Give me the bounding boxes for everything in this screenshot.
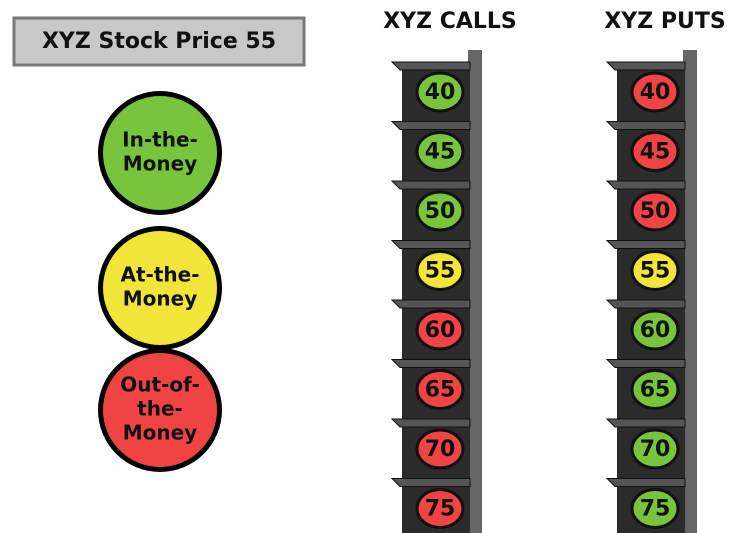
shelf [392,419,470,427]
shelf [607,241,685,249]
strike-label: 50 [425,199,456,224]
shelf [607,479,685,487]
strike-label: 40 [425,80,456,105]
shelf [392,241,470,249]
shelf [607,360,685,368]
strike-label: 55 [425,259,456,284]
shelf [392,122,470,130]
strike-label: 65 [425,378,456,403]
strike-label: 50 [640,199,671,224]
shelf [392,300,470,308]
strike-label: 55 [640,259,671,284]
shelf [607,62,685,70]
strike-label: 70 [640,437,671,462]
shelf [607,419,685,427]
strike-label: 45 [425,140,456,165]
header-title: XYZ Stock Price 55 [42,29,276,54]
legend-text: Money [123,421,197,445]
shelf [607,181,685,189]
legend-text: At-the- [120,263,199,287]
strike-label: 60 [425,318,456,343]
strike-label: 70 [425,437,456,462]
shelf [607,122,685,130]
shelf [392,360,470,368]
shelf [392,479,470,487]
strike-label: 40 [640,80,671,105]
column-title: XYZ CALLS [383,9,517,34]
strike-label: 45 [640,140,671,165]
shelf [392,181,470,189]
legend-text: In-the- [122,128,198,152]
strike-label: 75 [640,497,671,522]
diagram: XYZ Stock Price 55 In-the-MoneyAt-the-Mo… [0,0,742,533]
shelf [392,62,470,70]
canvas: XYZ Stock Price 55 In-the-MoneyAt-the-Mo… [0,0,742,533]
strike-label: 75 [425,497,456,522]
legend-text: Money [123,287,197,311]
legend-text: the- [137,397,183,421]
strike-label: 65 [640,378,671,403]
shelf [607,300,685,308]
strike-label: 60 [640,318,671,343]
legend-text: Out-of- [120,373,200,397]
column-title: XYZ PUTS [604,9,725,34]
legend-text: Money [123,152,197,176]
